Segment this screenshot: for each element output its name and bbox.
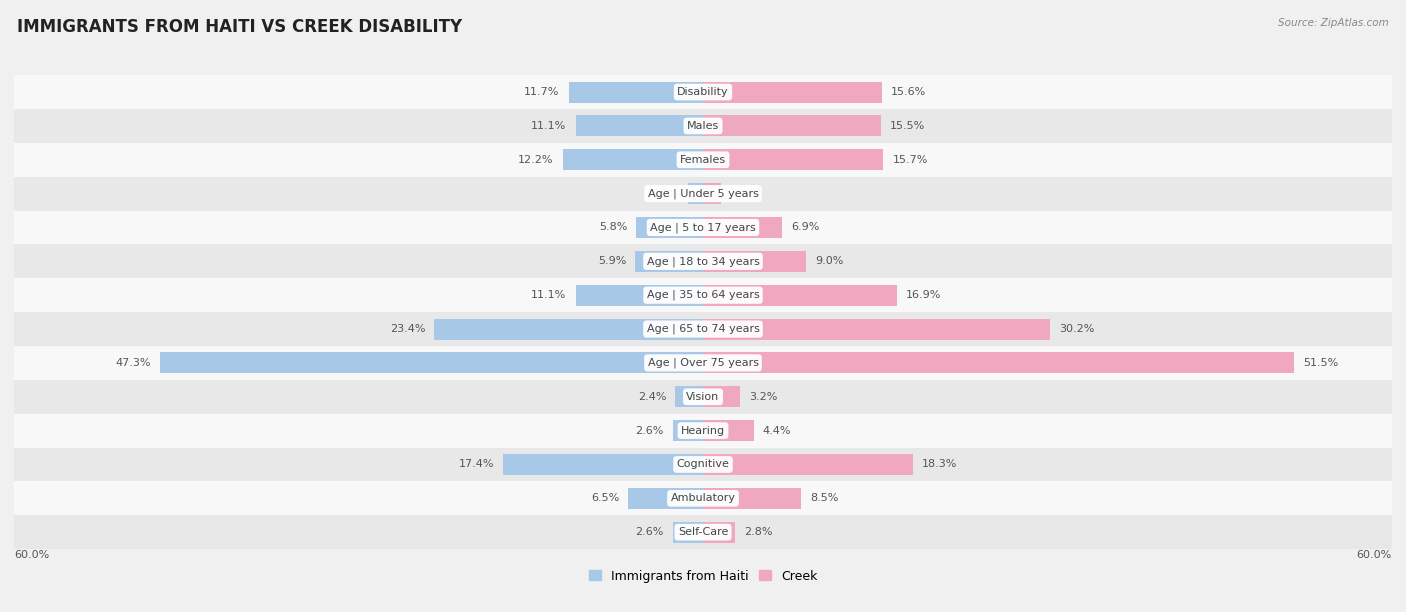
Bar [14,414,1392,447]
Text: 15.6%: 15.6% [891,87,927,97]
Bar [673,521,703,543]
Text: 11.1%: 11.1% [531,290,567,300]
Bar [703,521,735,543]
Text: 2.6%: 2.6% [636,425,664,436]
Bar [14,278,1392,312]
Text: Self-Care: Self-Care [678,527,728,537]
Text: 6.9%: 6.9% [792,223,820,233]
Text: 5.9%: 5.9% [598,256,626,266]
Text: 23.4%: 23.4% [389,324,425,334]
Bar [636,251,703,272]
Text: Age | 5 to 17 years: Age | 5 to 17 years [650,222,756,233]
Bar [703,149,883,170]
Text: 11.1%: 11.1% [531,121,567,131]
Text: 15.7%: 15.7% [893,155,928,165]
Text: Age | Under 5 years: Age | Under 5 years [648,188,758,199]
Bar [14,346,1392,380]
Text: Hearing: Hearing [681,425,725,436]
Text: 18.3%: 18.3% [922,460,957,469]
Bar [673,420,703,441]
Text: Vision: Vision [686,392,720,401]
Text: 1.3%: 1.3% [651,188,679,199]
Text: Females: Females [681,155,725,165]
Bar [160,353,703,373]
Bar [703,454,912,475]
Text: Cognitive: Cognitive [676,460,730,469]
Text: 2.4%: 2.4% [638,392,666,401]
Text: 16.9%: 16.9% [907,290,942,300]
Bar [575,285,703,305]
Text: 5.8%: 5.8% [599,223,627,233]
Bar [703,319,1050,340]
Text: 6.5%: 6.5% [591,493,619,503]
Bar [14,447,1392,482]
Bar [703,183,721,204]
Text: Disability: Disability [678,87,728,97]
Text: IMMIGRANTS FROM HAITI VS CREEK DISABILITY: IMMIGRANTS FROM HAITI VS CREEK DISABILIT… [17,18,463,36]
Text: Age | 35 to 64 years: Age | 35 to 64 years [647,290,759,300]
Bar [628,488,703,509]
Bar [703,420,754,441]
Text: 15.5%: 15.5% [890,121,925,131]
Text: 11.7%: 11.7% [524,87,560,97]
Bar [637,217,703,238]
Bar [14,515,1392,549]
Text: 47.3%: 47.3% [115,358,150,368]
Bar [575,116,703,136]
Bar [703,353,1295,373]
Text: 51.5%: 51.5% [1303,358,1339,368]
Text: 3.2%: 3.2% [749,392,778,401]
Bar [14,211,1392,244]
Text: Age | 18 to 34 years: Age | 18 to 34 years [647,256,759,267]
Text: Age | Over 75 years: Age | Over 75 years [648,357,758,368]
Text: Males: Males [688,121,718,131]
Text: Ambulatory: Ambulatory [671,493,735,503]
Text: 60.0%: 60.0% [1357,550,1392,560]
Bar [14,177,1392,211]
Bar [14,312,1392,346]
Text: 12.2%: 12.2% [519,155,554,165]
Text: 60.0%: 60.0% [14,550,49,560]
Text: 2.6%: 2.6% [636,527,664,537]
Bar [14,482,1392,515]
Bar [703,386,740,407]
Text: 9.0%: 9.0% [815,256,844,266]
Text: 2.8%: 2.8% [744,527,773,537]
Bar [562,149,703,170]
Text: 17.4%: 17.4% [458,460,494,469]
Bar [703,81,882,103]
Bar [503,454,703,475]
Text: 1.6%: 1.6% [731,188,759,199]
Bar [14,109,1392,143]
Text: Source: ZipAtlas.com: Source: ZipAtlas.com [1278,18,1389,28]
Text: 30.2%: 30.2% [1059,324,1094,334]
Bar [703,285,897,305]
Bar [14,380,1392,414]
Bar [703,251,807,272]
Text: 8.5%: 8.5% [810,493,838,503]
Bar [434,319,703,340]
Bar [568,81,703,103]
Legend: Immigrants from Haiti, Creek: Immigrants from Haiti, Creek [583,564,823,588]
Bar [703,217,782,238]
Bar [688,183,703,204]
Bar [14,143,1392,177]
Bar [703,116,882,136]
Bar [703,488,800,509]
Text: Age | 65 to 74 years: Age | 65 to 74 years [647,324,759,334]
Bar [14,75,1392,109]
Bar [675,386,703,407]
Bar [14,244,1392,278]
Text: 4.4%: 4.4% [762,425,792,436]
